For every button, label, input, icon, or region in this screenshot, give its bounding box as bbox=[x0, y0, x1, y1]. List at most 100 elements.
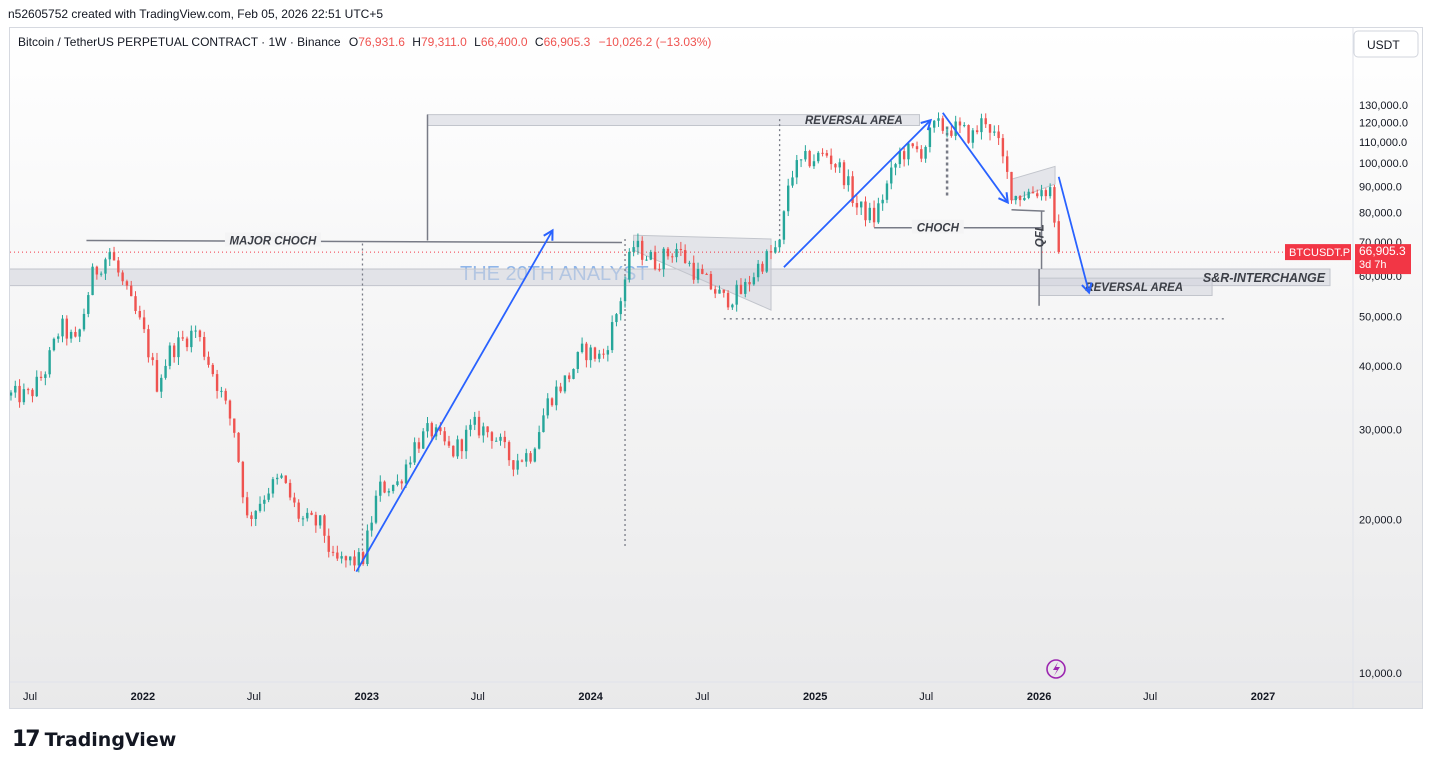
candle[interactable] bbox=[387, 488, 391, 497]
candle[interactable] bbox=[271, 476, 275, 498]
candle[interactable] bbox=[602, 348, 605, 359]
candle[interactable] bbox=[546, 393, 549, 419]
candle[interactable] bbox=[160, 374, 163, 399]
candle[interactable] bbox=[147, 324, 150, 363]
candle[interactable] bbox=[593, 346, 597, 362]
candle[interactable] bbox=[821, 148, 824, 157]
candle[interactable] bbox=[490, 430, 494, 449]
candle[interactable] bbox=[409, 456, 412, 468]
candle[interactable] bbox=[937, 112, 940, 127]
candle[interactable] bbox=[920, 145, 923, 163]
candle[interactable] bbox=[666, 247, 670, 260]
candle[interactable] bbox=[872, 200, 876, 228]
candle[interactable] bbox=[35, 370, 38, 398]
candle[interactable] bbox=[714, 285, 717, 299]
candle[interactable] bbox=[74, 326, 77, 338]
candle[interactable] bbox=[568, 372, 571, 383]
candle[interactable] bbox=[993, 125, 996, 136]
candle[interactable] bbox=[258, 496, 262, 513]
candle[interactable] bbox=[336, 545, 339, 561]
candle[interactable] bbox=[1040, 184, 1043, 201]
candle[interactable] bbox=[1057, 214, 1060, 254]
candle[interactable] bbox=[817, 151, 820, 164]
candle[interactable] bbox=[168, 342, 172, 370]
candle[interactable] bbox=[224, 388, 227, 405]
candle[interactable] bbox=[851, 171, 854, 207]
candle[interactable] bbox=[902, 145, 906, 167]
candle[interactable] bbox=[589, 344, 592, 368]
candle[interactable] bbox=[516, 453, 519, 475]
candle[interactable] bbox=[701, 264, 704, 275]
candle[interactable] bbox=[280, 473, 283, 479]
candle[interactable] bbox=[138, 305, 142, 320]
candle[interactable] bbox=[765, 249, 768, 274]
tradingview-logo[interactable]: 17 TradingView bbox=[12, 727, 176, 752]
candle[interactable] bbox=[671, 253, 674, 263]
candle[interactable] bbox=[512, 460, 515, 477]
candle[interactable] bbox=[233, 418, 236, 438]
candle[interactable] bbox=[877, 197, 880, 224]
candle[interactable] bbox=[550, 397, 554, 407]
candle[interactable] bbox=[911, 142, 914, 149]
candle[interactable] bbox=[10, 390, 13, 401]
candle[interactable] bbox=[164, 359, 167, 380]
candle[interactable] bbox=[228, 399, 232, 426]
candle[interactable] bbox=[95, 265, 99, 280]
candle[interactable] bbox=[78, 328, 81, 343]
candle[interactable] bbox=[795, 154, 798, 185]
candle[interactable] bbox=[1048, 183, 1052, 199]
candle[interactable] bbox=[134, 291, 137, 315]
candle[interactable] bbox=[933, 119, 936, 133]
candle[interactable] bbox=[87, 291, 90, 318]
candle[interactable] bbox=[374, 490, 378, 525]
candle[interactable] bbox=[469, 419, 472, 437]
candle[interactable] bbox=[426, 416, 429, 438]
candle[interactable] bbox=[353, 550, 356, 572]
candle[interactable] bbox=[658, 263, 661, 272]
candle[interactable] bbox=[190, 325, 193, 353]
candle[interactable] bbox=[430, 421, 433, 442]
candle[interactable] bbox=[894, 162, 897, 176]
candle[interactable] bbox=[855, 195, 859, 216]
candle[interactable] bbox=[215, 369, 219, 399]
candle[interactable] bbox=[69, 329, 73, 343]
candle[interactable] bbox=[44, 371, 47, 386]
candle[interactable] bbox=[499, 433, 502, 446]
candle[interactable] bbox=[241, 460, 245, 504]
candle[interactable] bbox=[318, 515, 322, 529]
candle[interactable] bbox=[709, 271, 713, 291]
candle[interactable] bbox=[748, 275, 751, 292]
candle[interactable] bbox=[220, 386, 223, 398]
candle[interactable] bbox=[383, 480, 386, 494]
candle[interactable] bbox=[945, 127, 949, 138]
candle[interactable] bbox=[276, 473, 279, 485]
candle[interactable] bbox=[799, 159, 803, 168]
candle[interactable] bbox=[39, 371, 43, 381]
candle[interactable] bbox=[924, 145, 927, 163]
candle[interactable] bbox=[954, 115, 957, 141]
candle[interactable] bbox=[812, 154, 816, 169]
candle[interactable] bbox=[971, 128, 975, 149]
candle[interactable] bbox=[379, 475, 382, 502]
candle[interactable] bbox=[185, 336, 189, 352]
candle[interactable] bbox=[752, 272, 756, 286]
candle[interactable] bbox=[486, 426, 489, 438]
candle[interactable] bbox=[404, 459, 408, 488]
candle[interactable] bbox=[615, 312, 618, 327]
candle[interactable] bbox=[417, 437, 421, 453]
candle[interactable] bbox=[572, 368, 575, 380]
candle[interactable] bbox=[988, 124, 992, 141]
candle[interactable] bbox=[787, 178, 790, 217]
candle[interactable] bbox=[464, 425, 468, 459]
candle[interactable] bbox=[314, 511, 318, 533]
candle[interactable] bbox=[1005, 150, 1009, 179]
candle[interactable] bbox=[975, 125, 979, 135]
candle[interactable] bbox=[718, 285, 721, 294]
candle[interactable] bbox=[980, 113, 983, 140]
candle[interactable] bbox=[890, 160, 893, 190]
candle[interactable] bbox=[396, 474, 399, 487]
candle[interactable] bbox=[104, 257, 107, 280]
candle[interactable] bbox=[331, 545, 335, 557]
candle[interactable] bbox=[65, 315, 69, 346]
